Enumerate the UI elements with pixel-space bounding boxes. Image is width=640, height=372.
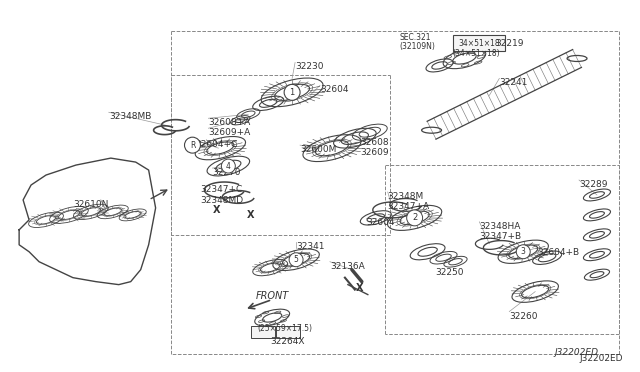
Circle shape xyxy=(516,245,530,259)
Text: 4: 4 xyxy=(226,161,231,171)
Text: R: R xyxy=(190,141,195,150)
Text: (25×59×17.5): (25×59×17.5) xyxy=(257,324,312,333)
Text: 3: 3 xyxy=(521,247,525,256)
Circle shape xyxy=(289,253,303,267)
FancyBboxPatch shape xyxy=(252,327,275,339)
Text: (34×51×18): (34×51×18) xyxy=(452,48,500,58)
Text: 32604: 32604 xyxy=(320,86,349,94)
Text: 34×51×18: 34×51×18 xyxy=(459,39,500,48)
Text: X: X xyxy=(212,205,220,215)
Text: 32136A: 32136A xyxy=(330,262,365,271)
Text: 32608: 32608 xyxy=(360,138,388,147)
Text: 32604+B: 32604+B xyxy=(537,248,579,257)
Text: 32289: 32289 xyxy=(579,180,607,189)
Text: 32241: 32241 xyxy=(499,78,528,87)
Text: X: X xyxy=(246,210,254,220)
Text: 32348MD: 32348MD xyxy=(200,196,244,205)
Text: 32604+C: 32604+C xyxy=(195,140,237,149)
Text: 32610N: 32610N xyxy=(73,200,108,209)
Circle shape xyxy=(184,137,200,153)
Circle shape xyxy=(221,159,236,173)
Text: 32260: 32260 xyxy=(509,311,538,321)
Text: 32341: 32341 xyxy=(296,242,324,251)
Text: 32604: 32604 xyxy=(366,218,394,227)
Text: J32202ED: J32202ED xyxy=(555,348,599,357)
Text: 32270: 32270 xyxy=(212,168,241,177)
Text: 32608+A: 32608+A xyxy=(209,118,251,127)
Text: (32109N): (32109N) xyxy=(400,42,436,51)
Text: 32609+A: 32609+A xyxy=(209,128,251,137)
Text: 1: 1 xyxy=(289,88,295,97)
Circle shape xyxy=(284,84,300,100)
Text: 32600M: 32600M xyxy=(300,145,337,154)
Text: X: X xyxy=(356,283,364,293)
Text: 5: 5 xyxy=(294,255,298,264)
FancyBboxPatch shape xyxy=(276,327,300,339)
Circle shape xyxy=(406,210,422,226)
Text: 32347+C: 32347+C xyxy=(200,185,243,194)
Text: 32264X: 32264X xyxy=(270,337,305,346)
Text: 32348M: 32348M xyxy=(388,192,424,201)
Text: 32347+A: 32347+A xyxy=(388,202,430,211)
Text: 32348MB: 32348MB xyxy=(109,112,151,121)
Text: 32230: 32230 xyxy=(295,62,324,71)
Text: 32250: 32250 xyxy=(436,268,464,277)
Text: 32219: 32219 xyxy=(495,39,524,48)
Text: 2: 2 xyxy=(412,214,417,222)
Text: SEC.321: SEC.321 xyxy=(400,33,431,42)
FancyBboxPatch shape xyxy=(454,35,506,51)
Text: 32609: 32609 xyxy=(360,148,388,157)
Text: J32202ED: J32202ED xyxy=(579,355,623,363)
Text: 32348HA: 32348HA xyxy=(479,222,521,231)
Text: 32347+B: 32347+B xyxy=(479,232,522,241)
Text: FRONT: FRONT xyxy=(255,291,289,301)
